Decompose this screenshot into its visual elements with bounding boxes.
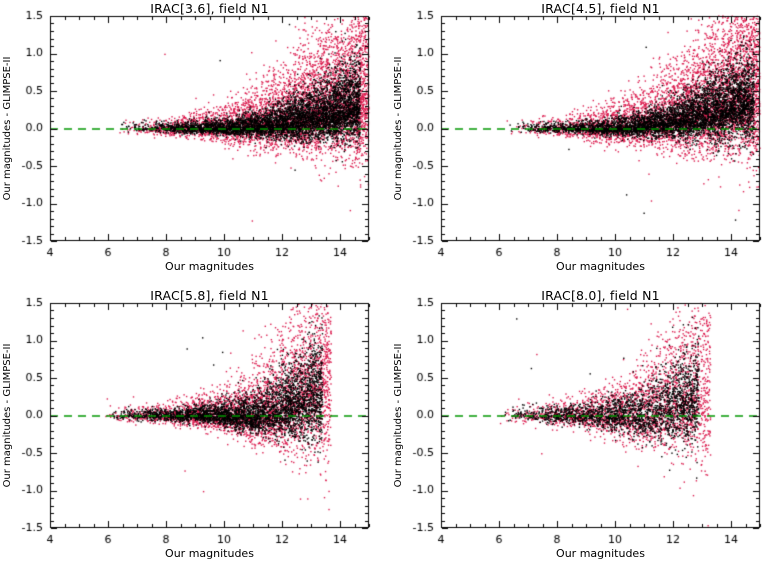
- plot-title: IRAC[8.0], field N1: [541, 288, 660, 303]
- x-axis-label: Our magnitudes: [556, 547, 645, 560]
- x-axis-label: Our magnitudes: [556, 260, 645, 273]
- y-axis-label: Our magnitudes - GLIMPSE-II: [2, 56, 13, 201]
- panel-irac-8-0: IRAC[8.0], field N1 Our magnitudes - GLI…: [391, 287, 782, 574]
- x-axis-label: Our magnitudes: [165, 547, 254, 560]
- scatter-plot-irac-8-0: [391, 287, 782, 574]
- y-axis-label: Our magnitudes - GLIMPSE-II: [2, 343, 13, 488]
- panel-irac-4-5: IRAC[4.5], field N1 Our magnitudes - GLI…: [391, 0, 782, 287]
- plot-title: IRAC[5.8], field N1: [150, 288, 269, 303]
- plot-title: IRAC[3.6], field N1: [150, 1, 269, 16]
- scatter-plot-irac-3-6: [0, 0, 391, 287]
- x-axis-label: Our magnitudes: [165, 260, 254, 273]
- scatter-plot-irac-4-5: [391, 0, 782, 287]
- y-axis-label: Our magnitudes - GLIMPSE-II: [393, 343, 404, 488]
- y-axis-label: Our magnitudes - GLIMPSE-II: [393, 56, 404, 201]
- panel-irac-3-6: IRAC[3.6], field N1 Our magnitudes - GLI…: [0, 0, 391, 287]
- panel-irac-5-8: IRAC[5.8], field N1 Our magnitudes - GLI…: [0, 287, 391, 574]
- scatter-plot-irac-5-8: [0, 287, 391, 574]
- plot-title: IRAC[4.5], field N1: [541, 1, 660, 16]
